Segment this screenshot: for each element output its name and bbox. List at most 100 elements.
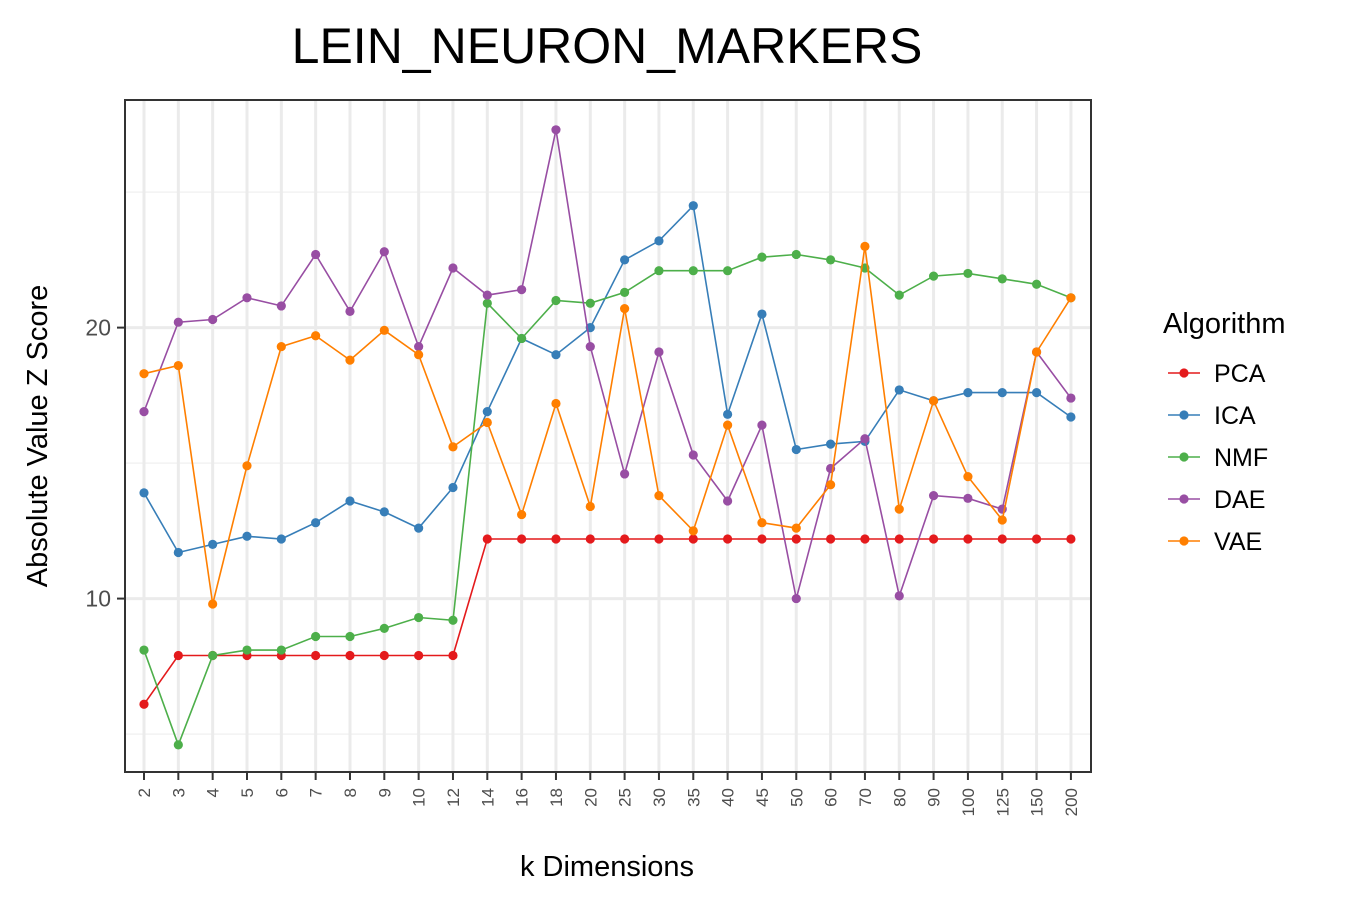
data-point-ica <box>1031 388 1042 398</box>
x-tick-label: 100 <box>959 788 978 816</box>
data-point-ica <box>826 439 836 449</box>
data-point-vae <box>517 509 527 520</box>
legend-title: Algorithm <box>1163 308 1286 340</box>
series-line-ica <box>143 204 1072 554</box>
data-point-nmf <box>997 274 1007 284</box>
y-axis-title: Absolute Value Z Score <box>22 285 54 588</box>
data-point-vae <box>723 420 733 430</box>
data-point-ica <box>757 309 767 319</box>
data-point-nmf <box>242 645 252 655</box>
legend-items: PCA ICA NMF DAE VAE <box>1168 360 1268 556</box>
data-point-pca <box>997 534 1007 544</box>
legend-swatch-point <box>1179 452 1189 462</box>
data-point-ica <box>414 523 424 533</box>
data-point-vae <box>345 355 355 365</box>
data-point-ica <box>723 409 733 419</box>
x-tick-label: 18 <box>547 788 566 807</box>
data-point-pca <box>688 534 698 544</box>
data-point-nmf <box>620 287 630 297</box>
x-tick-label: 90 <box>925 788 944 807</box>
series-layer <box>139 125 1076 750</box>
data-point-vae <box>379 325 389 335</box>
x-tick-label: 16 <box>513 788 532 807</box>
data-point-vae <box>1066 293 1076 303</box>
data-point-vae <box>997 515 1007 525</box>
data-point-vae <box>757 518 767 528</box>
legend-item-pca: PCA <box>1168 360 1266 388</box>
data-point-vae <box>139 369 149 379</box>
data-point-dae <box>585 341 595 352</box>
x-tick-label: 4 <box>204 788 223 797</box>
data-point-ica <box>276 534 286 544</box>
data-point-dae <box>379 247 389 257</box>
data-point-ica <box>688 201 698 211</box>
plot-panel <box>124 99 1092 773</box>
legend-label: NMF <box>1214 444 1268 472</box>
x-tick-label: 50 <box>787 788 806 807</box>
data-point-dae <box>757 420 767 430</box>
data-point-vae <box>860 241 870 251</box>
data-point-nmf <box>826 255 836 265</box>
data-point-pca <box>517 534 527 544</box>
series-line-nmf <box>143 253 1072 748</box>
data-point-nmf <box>654 266 664 276</box>
data-point-pca <box>620 534 630 544</box>
data-point-nmf <box>894 290 904 300</box>
data-point-vae <box>448 442 458 452</box>
x-tick-label: 10 <box>410 788 429 807</box>
data-point-nmf <box>276 645 286 655</box>
data-point-dae <box>208 314 218 325</box>
x-tick-label: 3 <box>169 788 188 797</box>
y-tick-label: 10 <box>85 586 111 612</box>
data-point-ica <box>345 496 355 506</box>
data-point-pca <box>585 534 595 544</box>
data-point-dae <box>482 290 492 300</box>
data-point-ica <box>448 482 458 493</box>
data-point-pca <box>894 534 904 544</box>
data-point-ica <box>1066 412 1076 422</box>
data-point-pca <box>826 534 836 544</box>
data-point-vae <box>963 472 973 482</box>
x-tick-label: 40 <box>719 788 738 807</box>
x-tick-label: 6 <box>272 788 291 797</box>
legend-label: ICA <box>1214 402 1256 430</box>
legend-item-ica: ICA <box>1168 402 1256 430</box>
data-point-ica <box>620 255 630 265</box>
data-point-dae <box>894 591 904 601</box>
data-point-dae <box>276 301 286 311</box>
panel-background <box>125 100 1091 772</box>
series-vae <box>139 241 1076 609</box>
data-point-pca <box>448 650 458 661</box>
legend-item-nmf: NMF <box>1168 444 1268 472</box>
data-point-pca <box>791 534 801 544</box>
data-point-pca <box>345 650 355 661</box>
data-point-dae <box>620 469 630 479</box>
data-point-nmf <box>585 298 595 308</box>
data-point-vae <box>894 504 904 514</box>
data-point-dae <box>688 450 698 460</box>
data-point-dae <box>345 306 355 316</box>
data-point-vae <box>688 526 698 536</box>
x-tick-label: 200 <box>1062 788 1081 816</box>
x-tick-label: 60 <box>822 788 841 807</box>
x-tick-label: 7 <box>307 788 326 797</box>
data-point-nmf <box>517 333 527 344</box>
data-point-pca <box>723 534 733 544</box>
data-point-pca <box>414 650 424 661</box>
legend-label: DAE <box>1214 486 1265 514</box>
data-point-nmf <box>139 645 149 655</box>
data-point-ica <box>208 539 218 549</box>
data-point-ica <box>654 236 664 246</box>
legend-swatch-point <box>1179 410 1189 420</box>
data-point-pca <box>551 534 561 544</box>
data-point-dae <box>173 317 183 327</box>
data-point-pca <box>928 534 939 544</box>
data-point-vae <box>173 360 183 371</box>
data-point-pca <box>963 534 973 544</box>
data-point-dae <box>860 434 870 444</box>
data-point-vae <box>791 523 801 533</box>
data-point-vae <box>826 480 836 490</box>
x-tick-label: 70 <box>856 788 875 807</box>
data-point-nmf <box>551 295 561 306</box>
legend-swatch-point <box>1179 536 1189 546</box>
